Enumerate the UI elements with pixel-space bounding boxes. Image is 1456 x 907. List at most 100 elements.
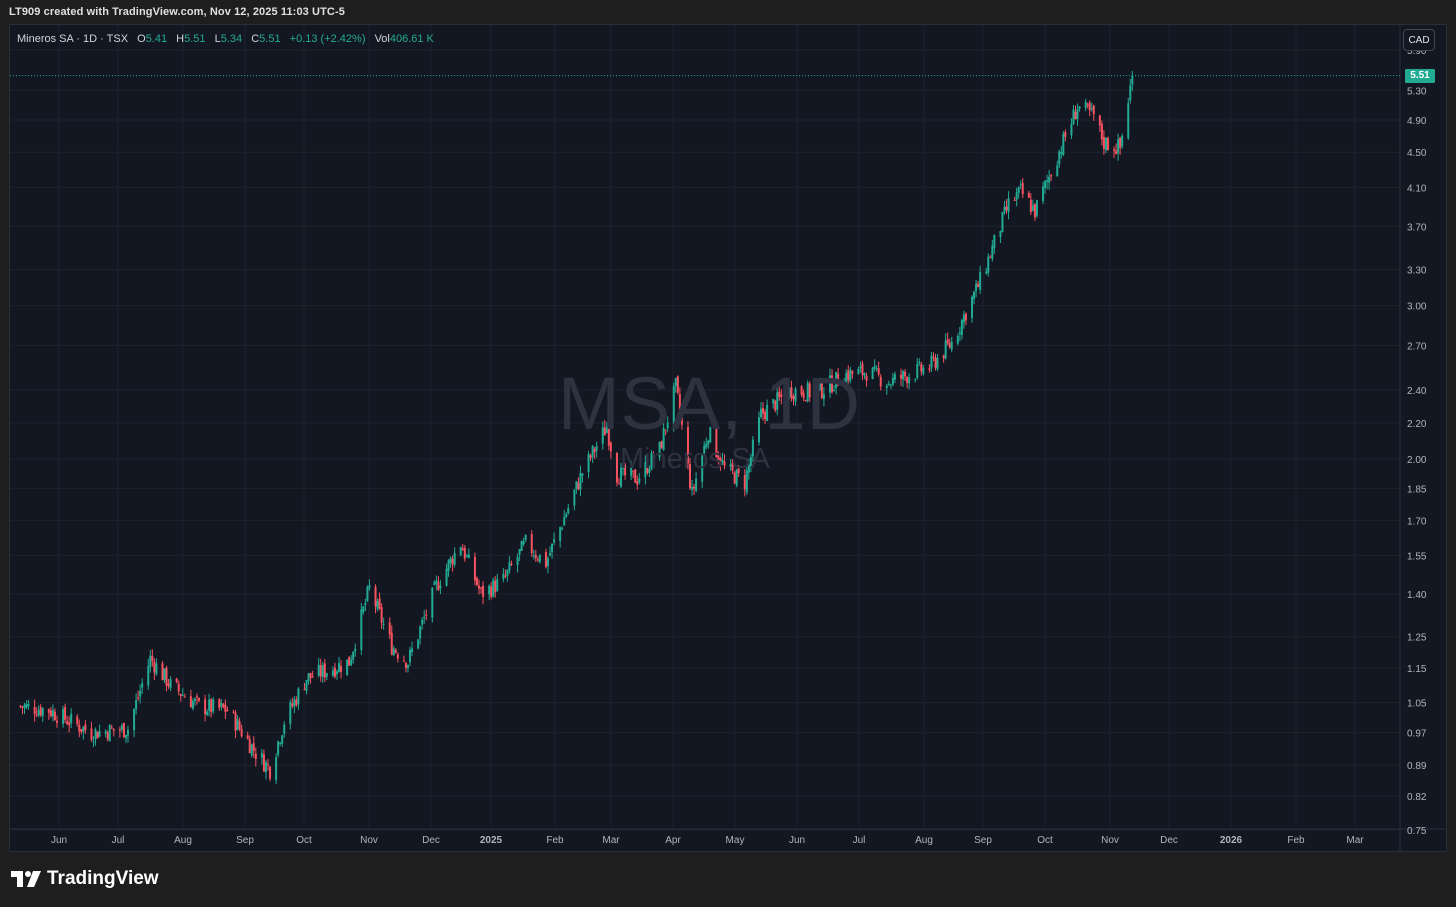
candle-body [1058,151,1061,165]
candle-body [122,723,125,738]
candle-body [1092,105,1095,115]
candle-body [275,757,278,781]
tradingview-logo[interactable]: TradingView [11,868,159,890]
candle-body [506,569,509,576]
candle-body [1031,205,1034,211]
watermark-name: Mineros SA [620,443,770,475]
candle-body [335,671,338,675]
candle-body [579,472,582,490]
last-price-label: 5.51 [1405,68,1435,83]
candle-body [553,539,556,543]
candle-body [473,556,476,581]
candle-body [193,698,196,702]
candle-body [492,579,495,597]
x-tick-label: Dec [1160,835,1178,846]
candle-body [546,558,549,566]
candle-body [96,731,99,739]
candle-body [321,665,324,677]
candle-body [605,427,608,433]
candle-body [222,703,225,708]
candle-body [76,716,79,725]
x-tick-label: Jul [112,835,125,846]
legend-close: 5.51 [259,33,281,45]
candle-body [735,469,738,486]
candle-body [822,394,825,400]
candle-body [368,585,371,589]
candle-body [916,363,919,379]
candle-body [496,579,499,591]
candle-body [354,648,357,652]
currency-button[interactable]: CAD [1403,29,1435,51]
candle-body [181,694,184,696]
candle-body [409,649,412,663]
chart-pane[interactable]: 5.90 5.30 4.90 4.50 4.10 3.70 3.30 3.00 2.70 2.40… [9,24,1447,852]
candle-body [749,457,752,467]
candle-body [950,341,953,350]
candle-body [837,373,840,386]
candle-body [161,663,164,681]
candle-body [53,711,56,721]
candle-body [835,371,838,389]
x-tick-label: Feb [546,835,564,846]
candle-body [680,415,683,425]
candle-body [591,446,594,458]
candle-body [1098,115,1101,126]
candle-body [624,464,627,476]
candle-body [112,728,115,731]
candle-body [78,724,81,732]
candle-body [650,452,653,470]
candle-body [733,472,736,484]
candle-body [406,664,409,668]
candle-body [449,557,452,564]
candle-body [689,463,692,489]
candle-body [904,371,907,377]
y-tick-label: 0.89 [1407,761,1427,772]
candle-body [1021,182,1024,195]
candle-body [1050,175,1053,177]
y-tick-label: 2.70 [1407,341,1427,352]
candle-body [417,639,420,649]
candle-body [508,562,511,571]
candle-body [664,429,667,431]
candle-body [232,711,235,713]
candle-body [977,283,980,288]
candle-body [1007,198,1010,212]
candle-body [459,547,462,556]
candle-body [340,665,343,672]
candle-body [279,742,282,744]
y-tick-label: 4.90 [1407,116,1427,127]
candle-body [524,534,527,540]
candle-body [536,559,539,561]
candle-body [482,585,485,597]
legend-vol-label: Vol [374,33,390,45]
candle-body [646,460,649,474]
y-tick-label: 1.70 [1407,516,1427,527]
candle-body [277,741,280,755]
candle-body [971,296,974,318]
candle-body [922,367,925,374]
y-tick-label: 3.70 [1407,222,1427,233]
candle-body [745,470,748,493]
candle-body [1129,85,1132,101]
candlestick-chart[interactable]: 5.90 5.30 4.90 4.50 4.10 3.70 3.30 3.00 2.70 2.40… [10,25,1446,851]
candle-body [723,461,726,466]
tradingview-icon [11,871,41,887]
candle-body [120,725,123,730]
x-tick-label: Sep [974,835,992,846]
x-tick-label: Aug [174,835,192,846]
candle-body [814,391,817,397]
candle-body [1013,199,1016,201]
candle-body [49,710,52,716]
candle-body [463,547,466,559]
candle-body [1100,123,1103,140]
candle-body [1121,135,1124,147]
candle-body [250,744,253,756]
candle-body [234,712,237,731]
candle-body [660,441,663,449]
x-tick-label: Nov [360,835,378,846]
candle-body [1003,206,1006,213]
candle-body [104,731,107,734]
candle-body [264,762,267,773]
candle-body [236,719,239,731]
candle-body [66,721,69,725]
